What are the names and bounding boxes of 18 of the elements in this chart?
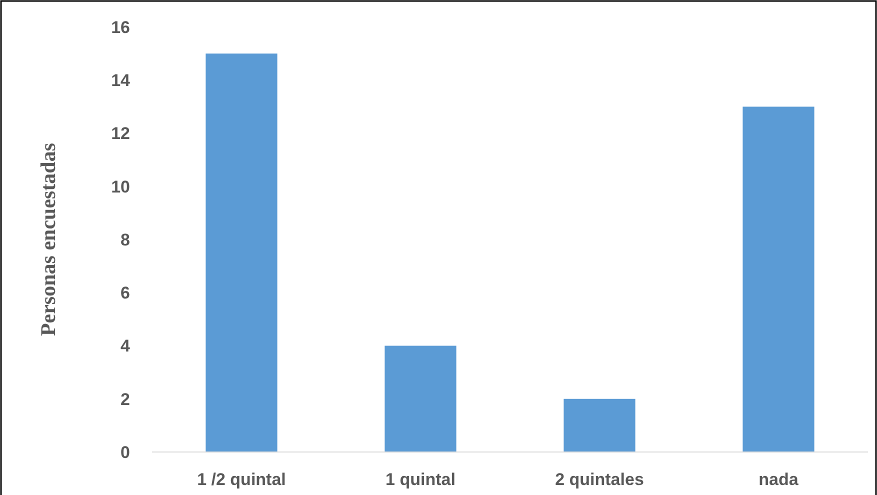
x-tick-label: nada xyxy=(758,470,799,489)
x-tick-label: 2 quintales xyxy=(555,470,644,489)
bar xyxy=(206,54,278,452)
bar xyxy=(742,106,814,452)
y-tick-label: 16 xyxy=(111,18,130,37)
y-tick-label: 12 xyxy=(111,124,130,144)
x-tick-label: 1 quintal xyxy=(386,470,456,489)
y-tick-label: 0 xyxy=(120,442,130,462)
y-tick-label: 4 xyxy=(120,336,131,356)
y-tick-label: 10 xyxy=(111,177,130,196)
y-tick-label: 8 xyxy=(120,230,130,250)
y-tick-label: 2 xyxy=(120,390,130,409)
y-axis-title: Personas encuestadas xyxy=(36,142,60,336)
bar xyxy=(384,346,456,452)
bar xyxy=(564,398,636,452)
y-tick-label: 14 xyxy=(111,71,131,90)
x-tick-label: 1 /2 quintal xyxy=(197,470,286,489)
y-tick-label: 6 xyxy=(120,284,130,303)
